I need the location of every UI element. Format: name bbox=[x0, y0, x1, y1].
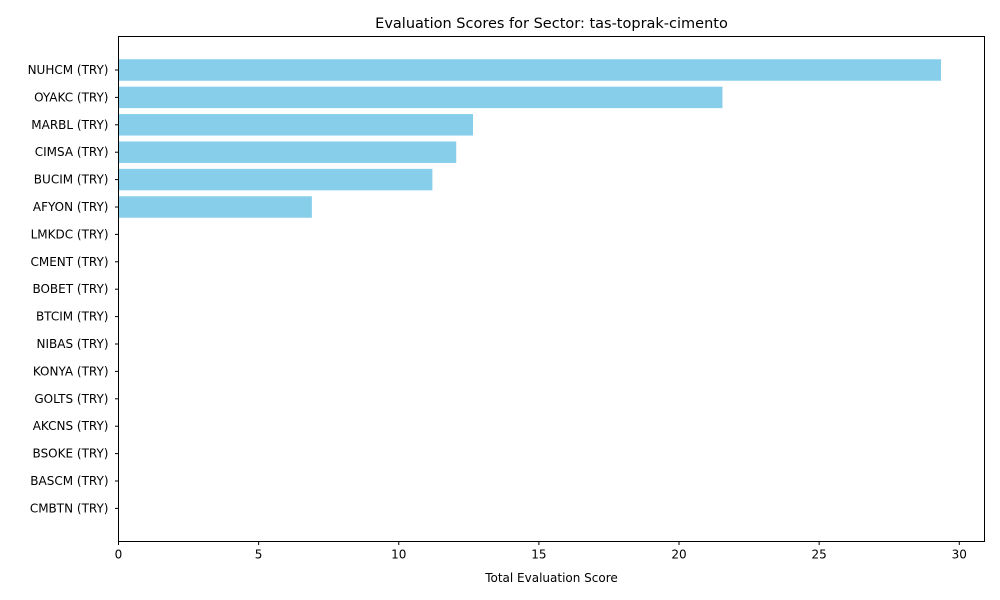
y-tick-label: CIMSA (TRY) bbox=[35, 145, 109, 159]
y-axis-ticks: NUHCM (TRY) OYAKC (TRY) MARBL (TRY) CIMSA (… bbox=[28, 63, 119, 515]
y-tick-label: CMENT (TRY) bbox=[30, 255, 108, 269]
x-tick-label: 10 bbox=[391, 548, 406, 562]
y-tick-label: BOBET (TRY) bbox=[32, 282, 108, 296]
x-tick-label: 15 bbox=[531, 548, 546, 562]
x-axis-ticks: 0 5 10 15 20 25 30 bbox=[115, 541, 967, 562]
bar-nuhcm bbox=[118, 59, 942, 81]
y-tick-label: CMBTN (TRY) bbox=[30, 501, 109, 515]
y-tick-label: AKCNS (TRY) bbox=[33, 419, 109, 433]
x-tick-label: 0 bbox=[115, 548, 123, 562]
y-tick-label: MARBL (TRY) bbox=[31, 118, 108, 132]
y-tick-label: BUCIM (TRY) bbox=[34, 173, 109, 187]
y-tick-label: BASCM (TRY) bbox=[30, 474, 108, 488]
x-axis-label: Total Evaluation Score bbox=[484, 571, 618, 585]
x-tick-label: 30 bbox=[952, 548, 967, 562]
bar-marbl bbox=[118, 114, 474, 136]
y-tick-label: NIBAS (TRY) bbox=[37, 337, 109, 351]
bar-cimsa bbox=[118, 141, 457, 163]
y-tick-label: AFYON (TRY) bbox=[33, 200, 109, 214]
bar-bucim bbox=[118, 168, 433, 191]
bar-oyakc bbox=[118, 86, 723, 109]
y-tick-label: OYAKC (TRY) bbox=[34, 90, 108, 104]
x-tick-label: 5 bbox=[255, 548, 263, 562]
chart-title: Evaluation Scores for Sector: tas-toprak… bbox=[375, 16, 728, 32]
x-tick-label: 25 bbox=[812, 548, 827, 562]
y-tick-label: GOLTS (TRY) bbox=[34, 392, 108, 406]
bars-layer bbox=[118, 59, 942, 218]
y-tick-label: BSOKE (TRY) bbox=[33, 447, 109, 461]
y-tick-label: BTCIM (TRY) bbox=[36, 310, 109, 324]
y-tick-label: LMKDC (TRY) bbox=[31, 227, 109, 241]
x-tick-label: 20 bbox=[671, 548, 686, 562]
y-tick-label: NUHCM (TRY) bbox=[28, 63, 109, 77]
plot-area-frame bbox=[118, 36, 985, 542]
y-tick-label: KONYA (TRY) bbox=[33, 364, 109, 378]
bar-afyon bbox=[118, 196, 312, 218]
